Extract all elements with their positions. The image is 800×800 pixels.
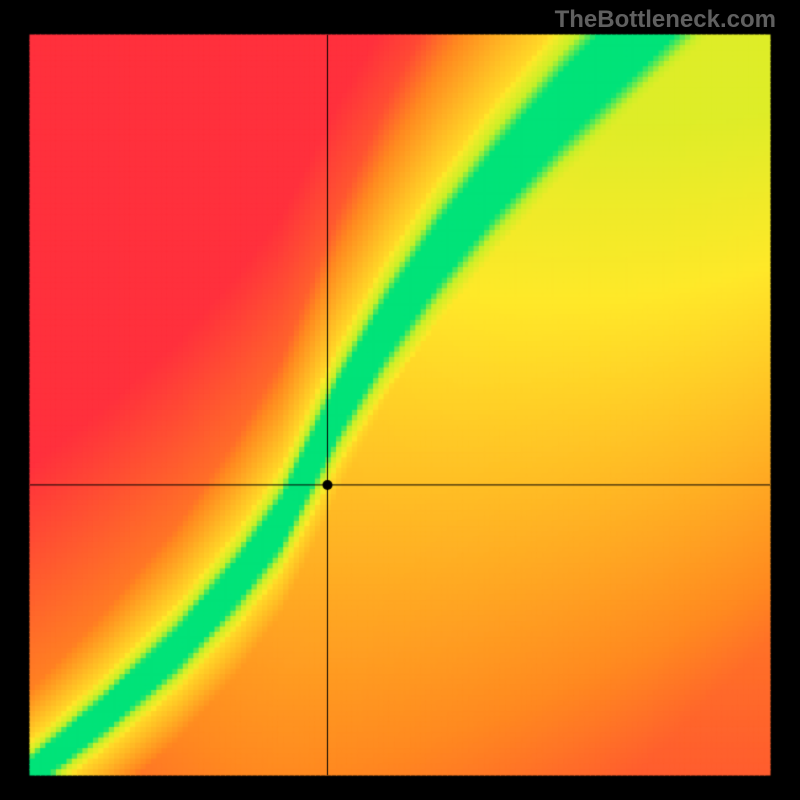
chart-container: TheBottleneck.com xyxy=(0,0,800,800)
watermark-text: TheBottleneck.com xyxy=(555,6,776,34)
bottleneck-heatmap-canvas xyxy=(0,0,800,800)
